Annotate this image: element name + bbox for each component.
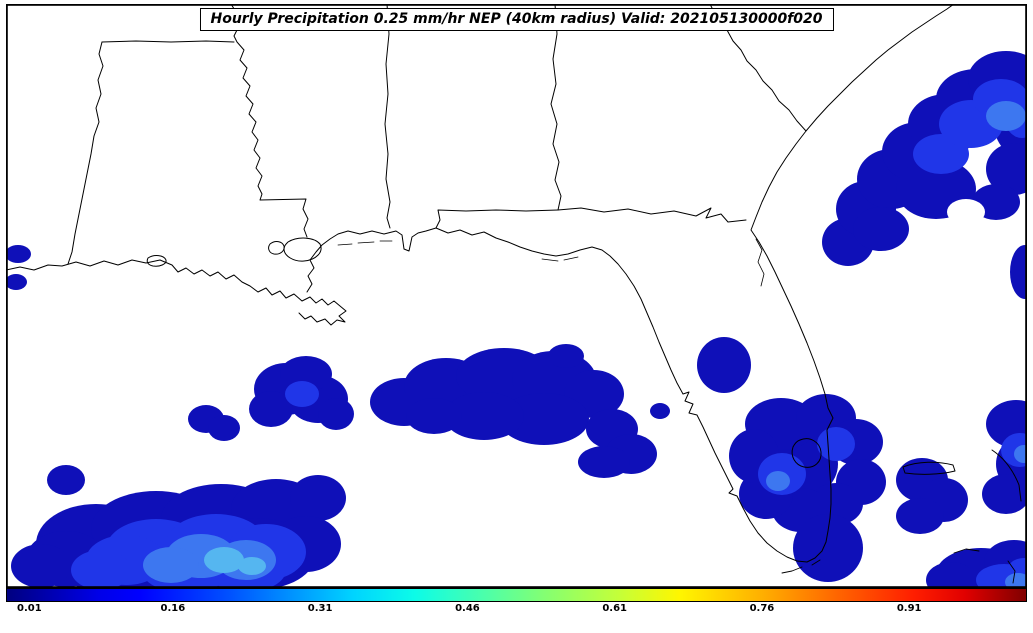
colorbar-tick-label: 0.76	[749, 603, 775, 614]
border-al-ga	[550, 4, 562, 211]
barrier-islands-apalachicola	[541, 256, 579, 262]
state-borders	[6, 4, 1022, 584]
precip-blob-right-lower	[896, 400, 1027, 534]
precip-blob-gulf-small	[650, 403, 670, 419]
colorbar-tick-label: 0.91	[896, 603, 922, 614]
border-fl-al	[435, 209, 559, 229]
island-grand-bahama	[902, 461, 956, 475]
lake-white	[146, 255, 167, 267]
colorbar-tick-label: 0.61	[602, 603, 628, 614]
border-ga-fl	[557, 207, 747, 223]
precip-level4-patches	[204, 547, 266, 575]
island-bimini	[953, 548, 1016, 584]
barrier-islands-ms	[337, 240, 393, 246]
river-st-johns	[755, 238, 765, 287]
coast-east-la-ms	[306, 227, 437, 293]
colorbar-tick-label: 0.46	[455, 603, 480, 614]
map-frame: Hourly Precipitation 0.25 mm/hr NEP (40k…	[6, 4, 1027, 588]
colorbar-ticks: 0.01 0.16 0.31 0.46 0.61 0.76 0.91	[6, 603, 1027, 618]
map-title: Hourly Precipitation 0.25 mm/hr NEP (40k…	[199, 8, 834, 31]
map-border	[6, 4, 1027, 588]
border-mississippi-river	[230, 4, 309, 238]
lake-okeechobee	[791, 438, 822, 468]
florida-keys	[781, 559, 821, 574]
lake-maurepas	[268, 241, 285, 255]
colorbar: 0.01 0.16 0.31 0.46 0.61 0.76 0.91	[6, 588, 1027, 618]
border-tx-la	[67, 41, 104, 265]
colorbar-tick-label: 0.31	[307, 603, 333, 614]
precip-blob-left-edge-bits	[6, 245, 31, 290]
precip-blob-right-edge	[1010, 245, 1027, 299]
colorbar-gradient	[6, 588, 1027, 602]
contour-hole	[947, 199, 985, 225]
precip-blob-central-florida	[697, 337, 751, 393]
precip-blob-south-florida	[729, 394, 886, 532]
coast-west-gulf	[6, 259, 347, 326]
coast-florida-atlantic	[435, 4, 955, 563]
precip-blob-miami	[793, 514, 863, 582]
border-ms-al	[384, 4, 391, 229]
precip-blob-gulf-central	[370, 344, 657, 478]
precip-blob-kidney	[188, 405, 240, 441]
precip-blob-left-small	[47, 465, 85, 495]
lake-pontchartrain	[283, 237, 322, 262]
precip-map	[6, 4, 1027, 588]
island-abaco	[991, 449, 1022, 502]
colorbar-tick-label: 0.01	[16, 603, 42, 614]
colorbar-tick-label: 0.16	[160, 603, 186, 614]
border-ar-la	[101, 40, 235, 43]
